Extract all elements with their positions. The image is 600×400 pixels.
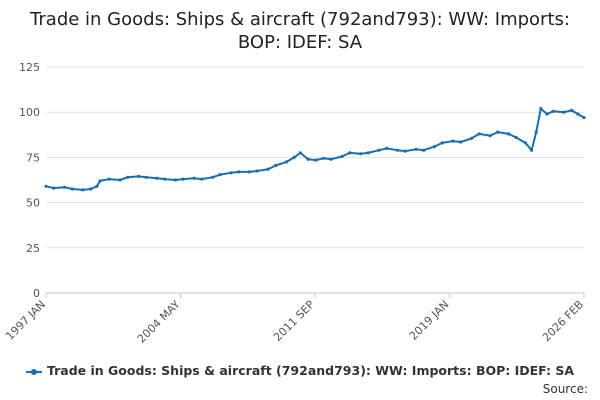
legend[interactable]: Trade in Goods: Ships & aircraft (792and… [0,363,600,378]
data-point [432,145,437,149]
x-tick-label: 2019 JAN [407,298,452,343]
data-point [98,179,102,183]
data-point [545,112,549,116]
data-point [488,134,492,138]
data-point [348,151,352,155]
data-point [514,135,518,140]
data-point [255,169,259,173]
y-tick-label: 25 [26,242,40,255]
data-point [95,184,99,188]
data-point [377,148,381,152]
x-tick-label: 2011 SEP [271,298,317,344]
y-tick-label: 75 [26,151,40,164]
data-point [70,187,74,191]
data-point [562,110,566,114]
data-point [274,163,278,168]
x-tick-label: 2026 FEB [540,298,586,344]
legend-label: Trade in Goods: Ships & aircraft (792and… [46,363,575,378]
data-point [118,178,122,182]
data-point [385,146,389,150]
chart-title-line-1: Trade in Goods: Ships & aircraft (792and… [30,9,570,30]
series-line [45,107,585,191]
data-point [163,177,167,181]
data-point [329,157,333,161]
data-point [534,130,538,134]
data-point [523,141,528,145]
data-point [358,152,363,156]
data-point [81,188,85,192]
data-point [403,149,407,153]
data-point [292,155,296,159]
data-point [192,176,196,180]
source-label: Source: [542,382,588,396]
chart-title-line-2: BOP: IDEF: SA [237,32,363,53]
data-point [469,136,474,140]
data-point [451,139,455,143]
data-point [237,170,241,174]
data-point [414,147,418,151]
y-tick-label: 50 [26,197,40,210]
data-point [284,160,289,164]
data-point [200,177,204,181]
data-point [551,109,555,113]
data-point [496,130,500,134]
x-tick-label: 1997 JAN [3,298,48,343]
data-point [477,132,481,136]
x-tick-label: 2004 MAY [135,298,183,346]
data-point [306,157,310,161]
data-point [52,186,56,190]
data-point [582,116,586,120]
data-point [539,107,543,111]
data-point [576,112,580,116]
data-point [44,184,48,188]
data-point [126,175,130,179]
data-point [218,173,222,177]
data-point [155,176,159,180]
data-point [266,167,270,171]
chart-title: Trade in Goods: Ships & aircraft (792and… [0,8,600,54]
data-point [247,170,252,174]
data-point [366,151,370,155]
data-point [314,158,318,162]
data-point [89,187,93,191]
data-point [459,140,463,144]
data-point [136,174,141,178]
data-point [422,148,426,152]
data-point [395,148,400,152]
data-point [340,154,344,159]
data-point [62,185,67,189]
data-point [440,141,444,145]
data-point [144,175,148,179]
data-point [530,148,534,152]
data-point [173,178,178,182]
y-tick-label: 0 [33,287,40,300]
data-point [210,175,215,179]
data-point [107,177,111,181]
y-tick-label: 100 [19,106,40,119]
legend-series-icon [25,367,42,377]
data-point [181,177,185,181]
data-point [506,132,511,136]
data-point [321,156,326,160]
data-point [229,171,233,175]
data-point [570,108,574,112]
data-point [298,151,302,155]
y-tick-label: 125 [19,61,40,74]
